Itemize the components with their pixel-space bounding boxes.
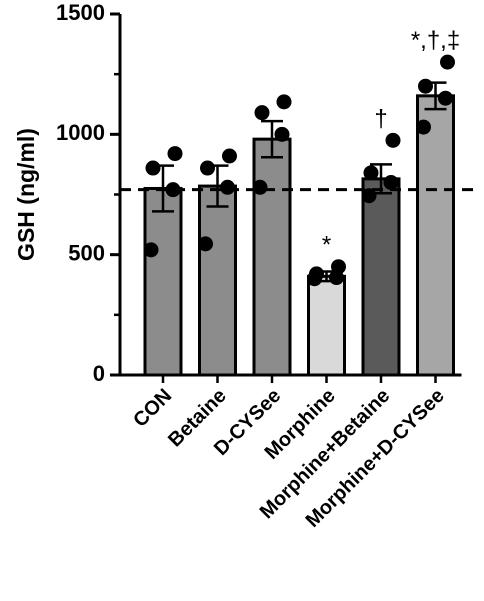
data-point — [418, 78, 433, 94]
bar-morphine-betaine — [361, 177, 401, 377]
data-point — [438, 90, 453, 106]
bar-betaine — [198, 184, 237, 377]
data-point — [383, 174, 399, 190]
y-tick-label: 1000 — [56, 120, 105, 145]
y-tick-label: 500 — [68, 240, 105, 265]
data-point — [307, 271, 322, 287]
significance-annotation: * — [322, 232, 331, 259]
data-point — [416, 119, 431, 135]
data-point — [274, 126, 290, 142]
y-tick-label: 1500 — [56, 0, 105, 25]
data-point — [440, 54, 455, 70]
data-point — [200, 160, 215, 176]
data-point — [385, 132, 401, 148]
category-label: CON — [129, 385, 176, 432]
bar-morphine-d-cysee — [416, 94, 455, 377]
data-point — [198, 236, 213, 252]
y-tick-label: 0 — [93, 361, 105, 386]
y-axis-label: GSH (ng/ml) — [13, 128, 39, 261]
data-point — [220, 179, 235, 195]
data-point — [276, 94, 292, 110]
significance-annotation: *,†,‡ — [411, 27, 460, 54]
significance-annotation: † — [374, 105, 387, 132]
bar-con — [143, 186, 183, 377]
data-point — [254, 105, 270, 121]
data-point — [363, 165, 379, 181]
data-point — [329, 270, 344, 286]
data-point — [145, 160, 161, 176]
data-point — [252, 179, 268, 195]
data-point — [222, 148, 237, 164]
bar-d-cysee — [252, 137, 292, 377]
data-point — [167, 146, 183, 162]
data-point — [361, 188, 377, 204]
data-point — [143, 242, 159, 258]
bar-morphine — [307, 274, 346, 377]
data-point — [165, 182, 181, 198]
